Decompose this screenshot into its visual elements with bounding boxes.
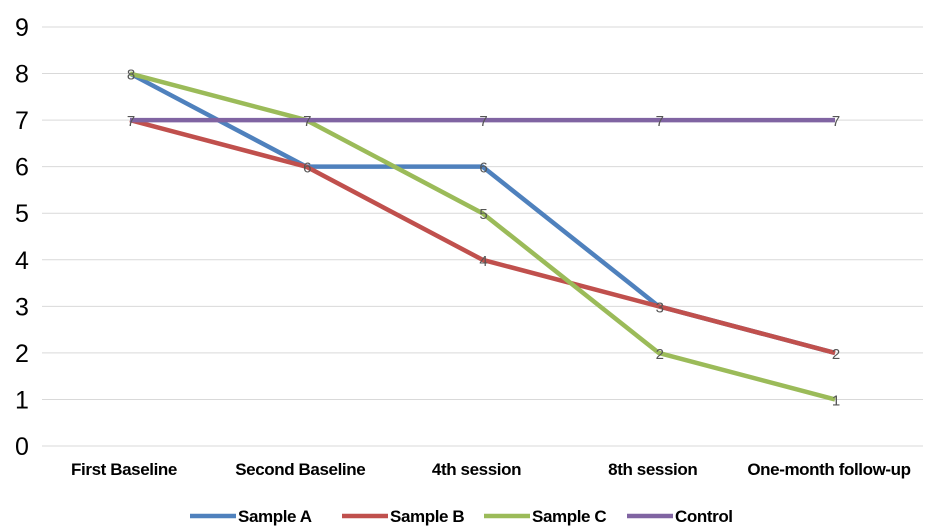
data-label: 2	[656, 346, 664, 363]
data-label: 8	[127, 67, 135, 84]
legend-label-sample-a: Sample A	[238, 507, 312, 526]
data-label: 2	[832, 346, 840, 363]
data-label: 7	[127, 113, 135, 130]
data-labels: 8 6 6 3 2 7 4 7 5 2 1 7 7 7	[127, 67, 840, 410]
series-lines	[128, 71, 836, 402]
data-label: 7	[832, 113, 840, 130]
series-line-sample-c	[129, 71, 836, 402]
y-tick-label-4: 4	[15, 247, 29, 275]
gridlines	[42, 26, 923, 447]
legend-label-control: Control	[675, 507, 733, 526]
x-tick-label-4: 8th session	[608, 460, 697, 479]
y-tick-label-0: 0	[15, 433, 29, 461]
legend: Sample A Sample B Sample C Control	[190, 507, 733, 526]
data-label: 6	[479, 160, 487, 177]
x-tick-label-1: First Baseline	[71, 460, 177, 479]
series-line-sample-b	[129, 117, 836, 356]
y-tick-label-6: 6	[15, 154, 29, 182]
y-tick-label-1: 1	[15, 386, 29, 414]
y-axis: 0 1 2 3 4 5 6 7 8 9	[15, 14, 29, 461]
y-tick-label-8: 8	[15, 61, 29, 89]
y-tick-label-2: 2	[15, 340, 29, 368]
data-label: 7	[479, 113, 487, 130]
x-tick-label-3: 4th session	[432, 460, 521, 479]
x-axis: First Baseline Second Baseline 4th session…	[71, 460, 911, 479]
data-label: 5	[479, 206, 487, 223]
x-tick-label-5: One-month follow-up	[747, 460, 910, 479]
data-label: 4	[479, 253, 487, 270]
data-label: 6	[303, 160, 311, 177]
data-label: 1	[832, 392, 840, 409]
legend-label-sample-c: Sample C	[532, 507, 606, 526]
data-label: 7	[656, 113, 664, 130]
data-label: 7	[303, 113, 311, 130]
y-tick-label-3: 3	[15, 293, 29, 321]
y-tick-label-7: 7	[15, 107, 29, 135]
y-tick-label-5: 5	[15, 200, 29, 228]
x-tick-label-2: Second Baseline	[235, 460, 365, 479]
y-tick-label-9: 9	[15, 14, 29, 42]
legend-label-sample-b: Sample B	[390, 507, 464, 526]
data-label: 3	[656, 299, 664, 316]
